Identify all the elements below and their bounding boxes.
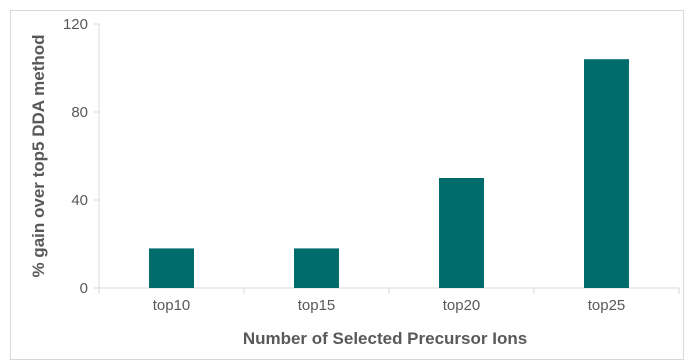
x-tick-label: top15 (298, 297, 336, 314)
x-axis-title: Number of Selected Precursor Ions (243, 329, 527, 348)
x-tick-label: top10 (153, 297, 191, 314)
x-tick-label: top20 (443, 297, 481, 314)
bar-top10 (149, 248, 194, 288)
chart-frame (10, 10, 684, 360)
bar-top20 (439, 178, 484, 288)
bar-top25 (584, 59, 629, 289)
y-tick-label: 0 (80, 280, 88, 297)
x-tick-label: top25 (588, 297, 626, 314)
plot-area: 0 40 80 120 top10 top15 top20 top25 (63, 16, 680, 314)
bar-top15 (294, 248, 339, 288)
y-tick-label: 120 (63, 16, 88, 33)
y-tick-label: 40 (71, 192, 88, 209)
y-tick-label: 80 (71, 104, 88, 121)
y-axis-title: % gain over top5 DDA method (29, 34, 48, 277)
